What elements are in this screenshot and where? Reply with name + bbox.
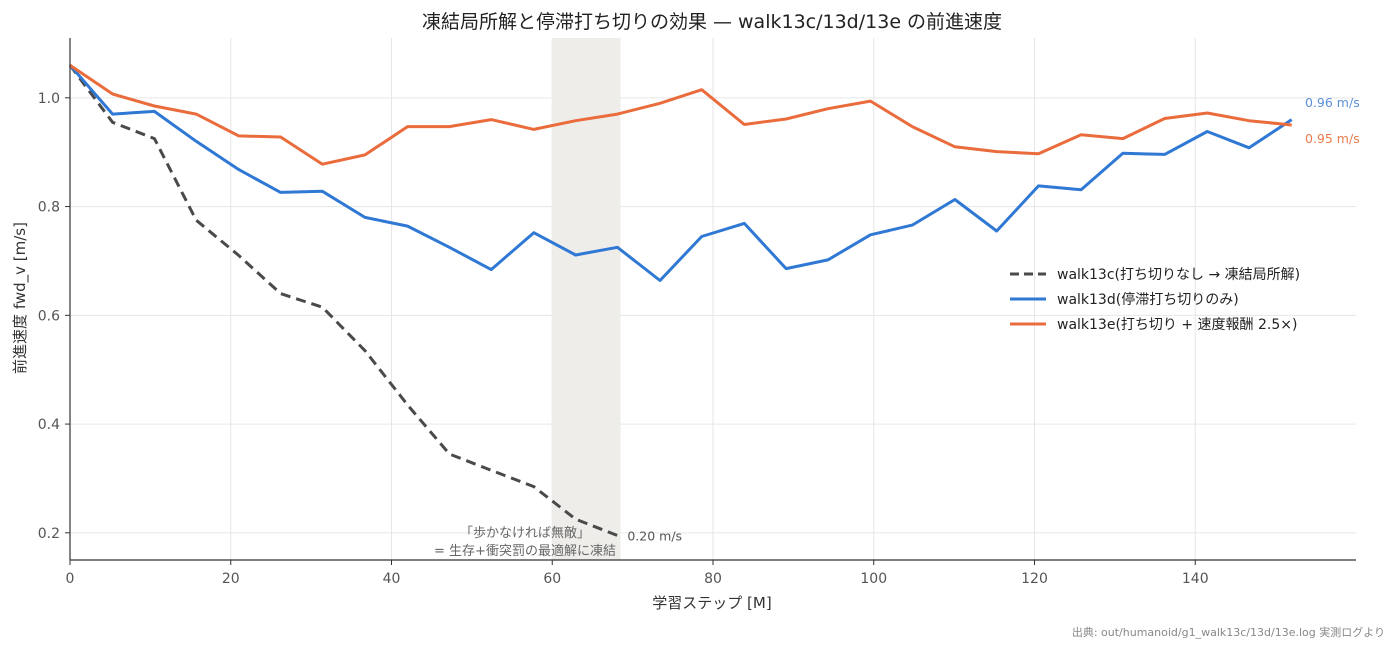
chart-title: 凍結局所解と停滞打ち切りの効果 — walk13c/13d/13e の前進速度	[422, 11, 1002, 33]
y-axis-label: 前進速度 fwd_v [m/s]	[11, 222, 30, 374]
ticks: 0 20 40 60 80 100 120 140 0.2 0.4 0.6 0.8 1.0	[38, 91, 1209, 587]
x-tick-label: 0	[66, 571, 75, 587]
y-tick-label: 0.8	[38, 200, 60, 216]
x-tick-label: 140	[1182, 571, 1209, 587]
y-tick-label: 1.0	[38, 91, 60, 107]
x-axis-label: 学習ステップ [M]	[652, 594, 771, 612]
annotation: 「歩かなければ無敵」 = 生存+衝突罰の最適解に凍結	[434, 525, 616, 559]
series-line-2	[69, 63, 1292, 166]
x-tick-label: 40	[383, 571, 401, 587]
shaded-region	[552, 38, 621, 560]
annotation-line-1: 「歩かなければ無敵」	[460, 525, 590, 541]
x-tick-label: 120	[1021, 571, 1048, 587]
legend-label-1: walk13d(停滞打ち切りのみ)	[1057, 291, 1239, 308]
series-end-label-0: 0.20 m/s	[627, 529, 682, 544]
annotation-line-2: = 生存+衝突罰の最適解に凍結	[434, 543, 616, 559]
x-tick-label: 20	[222, 571, 240, 587]
series-end-label-1: 0.96 m/s	[1305, 95, 1360, 110]
y-tick-label: 0.2	[38, 526, 60, 542]
source-note: 出典: out/humanoid/g1_walk13c/13d/13e.log …	[1072, 625, 1385, 639]
series-line-0	[68, 64, 618, 537]
y-tick-label: 0.6	[38, 308, 60, 324]
series-end-label-2: 0.95 m/s	[1305, 131, 1360, 146]
x-tick-label: 60	[543, 571, 561, 587]
x-tick-label: 80	[704, 571, 722, 587]
legend: walk13c(打ち切りなし → 凍結局所解) walk13d(停滞打ち切りのみ)…	[1010, 266, 1300, 333]
end-labels: 0.20 m/s 0.96 m/s 0.95 m/s	[627, 95, 1359, 544]
series-line-1	[68, 64, 1293, 282]
legend-label-0: walk13c(打ち切りなし → 凍結局所解)	[1057, 266, 1300, 283]
x-tick-label: 100	[860, 571, 887, 587]
y-tick-label: 0.4	[38, 417, 60, 433]
series-layer	[68, 63, 1293, 537]
legend-label-2: walk13e(打ち切り + 速度報酬 2.5×)	[1057, 316, 1297, 333]
